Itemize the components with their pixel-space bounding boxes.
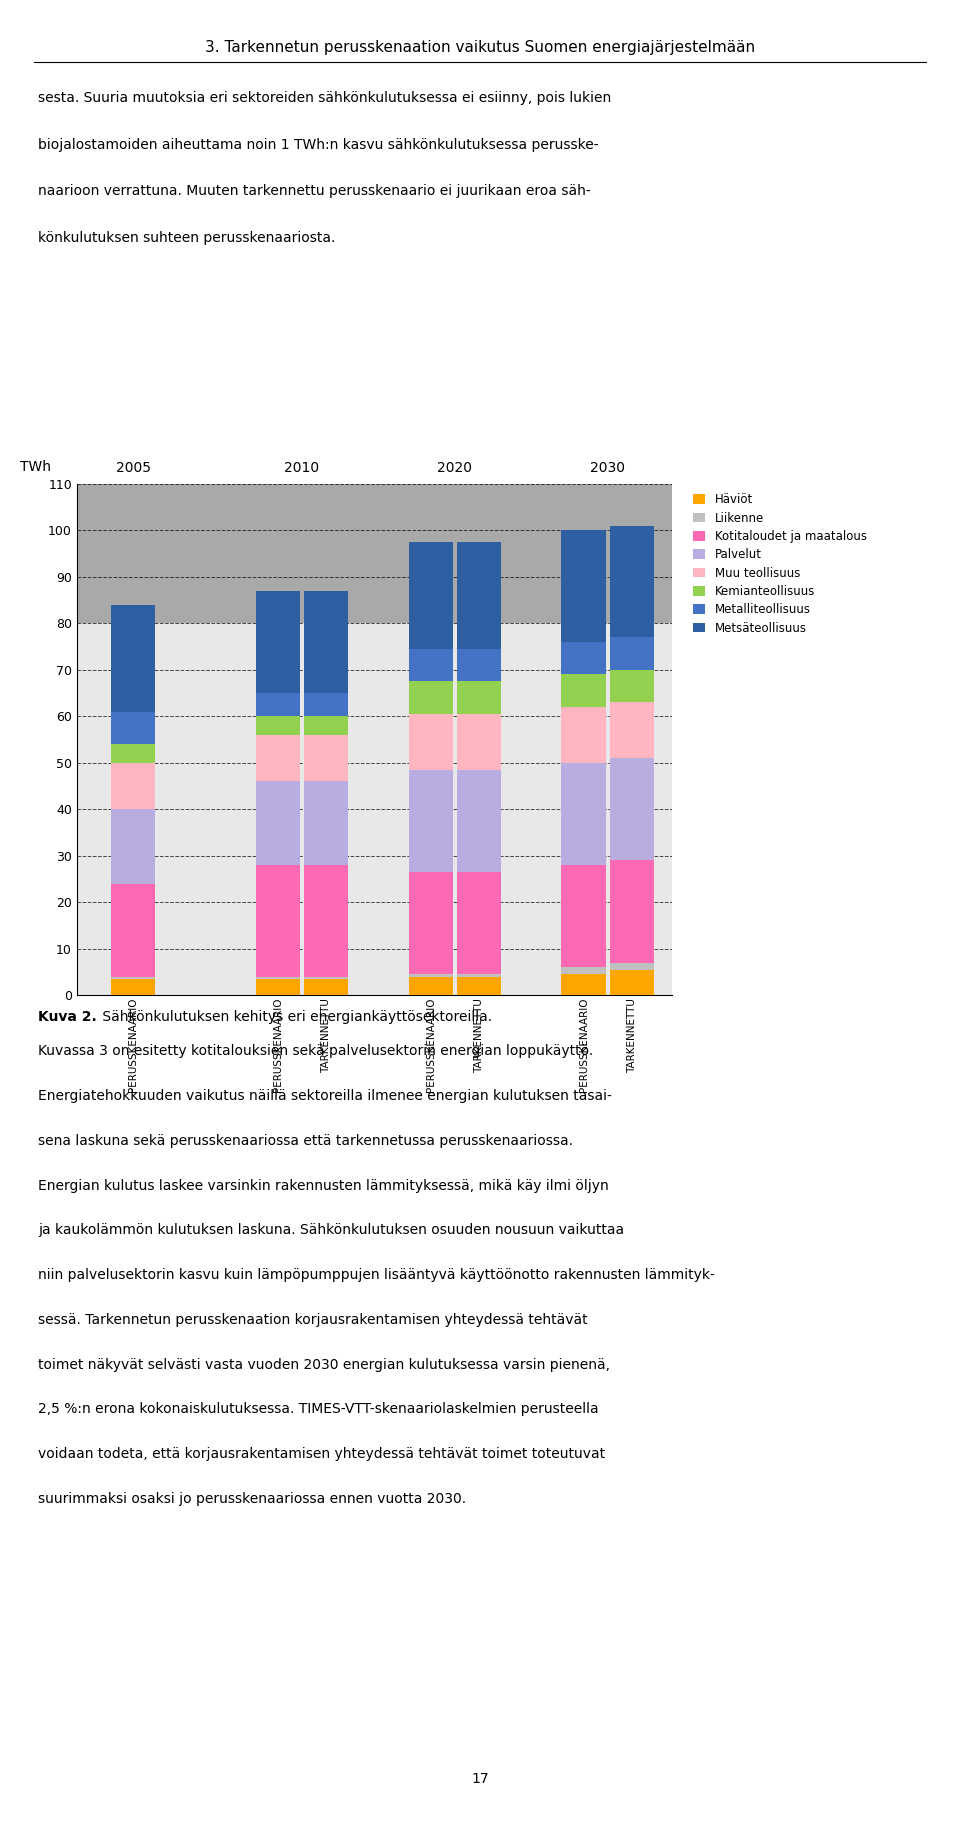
Bar (562, 975, 606, 995)
Bar (111, 745, 156, 763)
Bar (457, 873, 501, 975)
Text: Kuvassa 3 on esitetty kotitalouksien sekä palvelusektorin energian loppukäyttö.: Kuvassa 3 on esitetty kotitalouksien sek… (38, 1044, 593, 1059)
Bar (255, 977, 300, 979)
Bar (304, 979, 348, 995)
Bar (457, 771, 501, 873)
Bar (77, 484, 672, 623)
Text: voidaan todeta, että korjausrakentamisen yhteydessä tehtävät toimet toteutuvat: voidaan todeta, että korjausrakentamisen… (38, 1448, 606, 1461)
Bar (409, 648, 453, 681)
Bar (409, 977, 453, 995)
Bar (610, 758, 654, 860)
Bar (255, 734, 300, 782)
Bar (111, 979, 156, 995)
Bar (457, 681, 501, 714)
Text: naarioon verrattuna. Muuten tarkennettu perusskenaario ei juurikaan eroa säh-: naarioon verrattuna. Muuten tarkennettu … (38, 184, 591, 199)
Text: Energian kulutus laskee varsinkin rakennusten lämmityksessä, mikä käy ilmi öljyn: Energian kulutus laskee varsinkin rakenn… (38, 1180, 610, 1192)
Bar (457, 977, 501, 995)
Text: Sähkönkulutuksen kehitys eri energiankäyttösektoreilla.: Sähkönkulutuksen kehitys eri energiankäy… (98, 1010, 492, 1024)
Bar (562, 707, 606, 763)
Bar (255, 694, 300, 716)
Bar (255, 782, 300, 866)
Bar (255, 592, 300, 694)
Text: 17: 17 (471, 1771, 489, 1786)
Text: 2020: 2020 (438, 460, 472, 475)
Bar (111, 712, 156, 745)
Text: 2010: 2010 (284, 460, 320, 475)
Bar (255, 716, 300, 734)
Bar (562, 763, 606, 866)
Bar (111, 763, 156, 809)
Bar (304, 716, 348, 734)
Bar (610, 670, 654, 703)
Bar (610, 637, 654, 670)
Bar (409, 714, 453, 771)
Text: 2,5 %:n erona kokonaiskulutuksessa. TIMES-VTT-skenaariolaskelmien perusteella: 2,5 %:n erona kokonaiskulutuksessa. TIME… (38, 1402, 599, 1417)
Bar (111, 809, 156, 884)
Text: sena laskuna sekä perusskenaariossa että tarkennetussa perusskenaariossa.: sena laskuna sekä perusskenaariossa että… (38, 1134, 573, 1149)
Bar (610, 962, 654, 970)
Text: Energiatehokkuuden vaikutus näillä sektoreilla ilmenee energian kulutuksen tasai: Energiatehokkuuden vaikutus näillä sekto… (38, 1088, 612, 1103)
Bar (562, 866, 606, 968)
Bar (304, 977, 348, 979)
Bar (111, 977, 156, 979)
Bar (562, 643, 606, 674)
Bar (457, 975, 501, 977)
Bar (562, 674, 606, 707)
Bar (409, 542, 453, 648)
Bar (562, 530, 606, 643)
Bar (111, 884, 156, 977)
Text: Kuva 2.: Kuva 2. (38, 1010, 97, 1024)
Bar (457, 542, 501, 648)
Text: biojalostamoiden aiheuttama noin 1 TWh:n kasvu sähkönkulutuksessa perusske-: biojalostamoiden aiheuttama noin 1 TWh:n… (38, 139, 599, 152)
Text: toimet näkyvät selvästi vasta vuoden 2030 energian kulutuksessa varsin pienenä,: toimet näkyvät selvästi vasta vuoden 203… (38, 1359, 611, 1371)
Text: ja kaukolämmön kulutuksen laskuna. Sähkönkulutuksen osuuden nousuun vaikuttaa: ja kaukolämmön kulutuksen laskuna. Sähkö… (38, 1223, 625, 1238)
Text: sessä. Tarkennetun perusskenaation korjausrakentamisen yhteydessä tehtävät: sessä. Tarkennetun perusskenaation korja… (38, 1313, 588, 1328)
Bar (409, 873, 453, 975)
Bar (304, 592, 348, 694)
Bar (409, 771, 453, 873)
Bar (409, 975, 453, 977)
Text: 2005: 2005 (115, 460, 151, 475)
Bar (304, 694, 348, 716)
Y-axis label: TWh: TWh (19, 460, 51, 473)
Text: suurimmaksi osaksi jo perusskenaariossa ennen vuotta 2030.: suurimmaksi osaksi jo perusskenaariossa … (38, 1492, 467, 1506)
Bar (610, 526, 654, 637)
Bar (409, 681, 453, 714)
Bar (562, 968, 606, 975)
Text: sesta. Suuria muutoksia eri sektoreiden sähkönkulutuksessa ei esiinny, pois luki: sesta. Suuria muutoksia eri sektoreiden … (38, 91, 612, 106)
Bar (304, 782, 348, 866)
Bar (255, 866, 300, 977)
Bar (610, 970, 654, 995)
Bar (255, 979, 300, 995)
Legend: Häviöt, Liikenne, Kotitaloudet ja maatalous, Palvelut, Muu teollisuus, Kemianteo: Häviöt, Liikenne, Kotitaloudet ja maatal… (690, 489, 870, 637)
Bar (111, 604, 156, 712)
Bar (610, 703, 654, 758)
Bar (457, 648, 501, 681)
Bar (304, 866, 348, 977)
Text: könkulutuksen suhteen perusskenaariosta.: könkulutuksen suhteen perusskenaariosta. (38, 232, 336, 245)
Text: 2030: 2030 (590, 460, 625, 475)
Text: 3. Tarkennetun perusskenaation vaikutus Suomen energiajärjestelmään: 3. Tarkennetun perusskenaation vaikutus … (204, 40, 756, 55)
Bar (457, 714, 501, 771)
Text: niin palvelusektorin kasvu kuin lämpöpumppujen lisääntyvä käyttöönotto rakennust: niin palvelusektorin kasvu kuin lämpöpum… (38, 1269, 715, 1282)
Bar (304, 734, 348, 782)
Bar (610, 860, 654, 962)
